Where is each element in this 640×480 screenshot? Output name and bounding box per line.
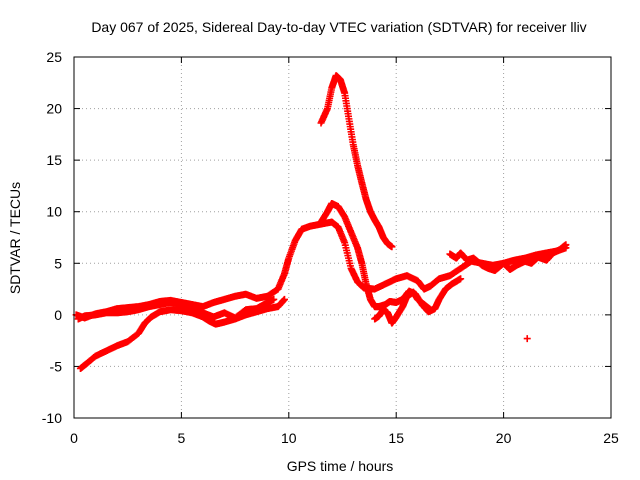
plot-frame xyxy=(73,56,612,419)
y-tick-label: -10 xyxy=(42,410,62,426)
series-track-d xyxy=(317,199,465,316)
series-outlier xyxy=(523,335,531,343)
x-tick-labels: 0 5 10 15 20 25 xyxy=(70,430,619,446)
x-axis-label: GPS time / hours xyxy=(287,458,394,474)
y-tick-label: 15 xyxy=(46,152,62,168)
data-point xyxy=(562,241,570,249)
data-point xyxy=(388,243,396,251)
y-tick-label: 0 xyxy=(54,307,62,323)
y-tick-label: -5 xyxy=(50,358,63,374)
x-tick-label: 20 xyxy=(496,430,512,446)
x-tick-label: 5 xyxy=(178,430,186,446)
x-tick-label: 15 xyxy=(388,430,404,446)
y-tick-label: 20 xyxy=(46,101,62,117)
series-track-f xyxy=(371,288,435,327)
data-point xyxy=(523,335,531,343)
x-tick-label: 10 xyxy=(281,430,297,446)
series-track-e xyxy=(317,72,396,251)
x-tick-label: 0 xyxy=(70,430,78,446)
data-point xyxy=(427,306,435,314)
y-tick-label: 5 xyxy=(54,255,62,271)
data-point xyxy=(457,275,465,283)
y-tick-label: 25 xyxy=(46,49,62,65)
series-track-c xyxy=(74,295,278,323)
y-axis-label: SDTVAR / TECUs xyxy=(7,182,23,294)
x-tick-label: 25 xyxy=(603,430,619,446)
chart-title: Day 067 of 2025, Sidereal Day-to-day VTE… xyxy=(91,19,586,35)
data-point xyxy=(281,295,289,303)
y-tick-label: 10 xyxy=(46,204,62,220)
data-points xyxy=(72,72,570,372)
data-point xyxy=(270,295,278,303)
series-track-g xyxy=(446,241,570,275)
y-tick-labels: -10 -5 0 5 10 15 20 25 xyxy=(42,49,62,426)
